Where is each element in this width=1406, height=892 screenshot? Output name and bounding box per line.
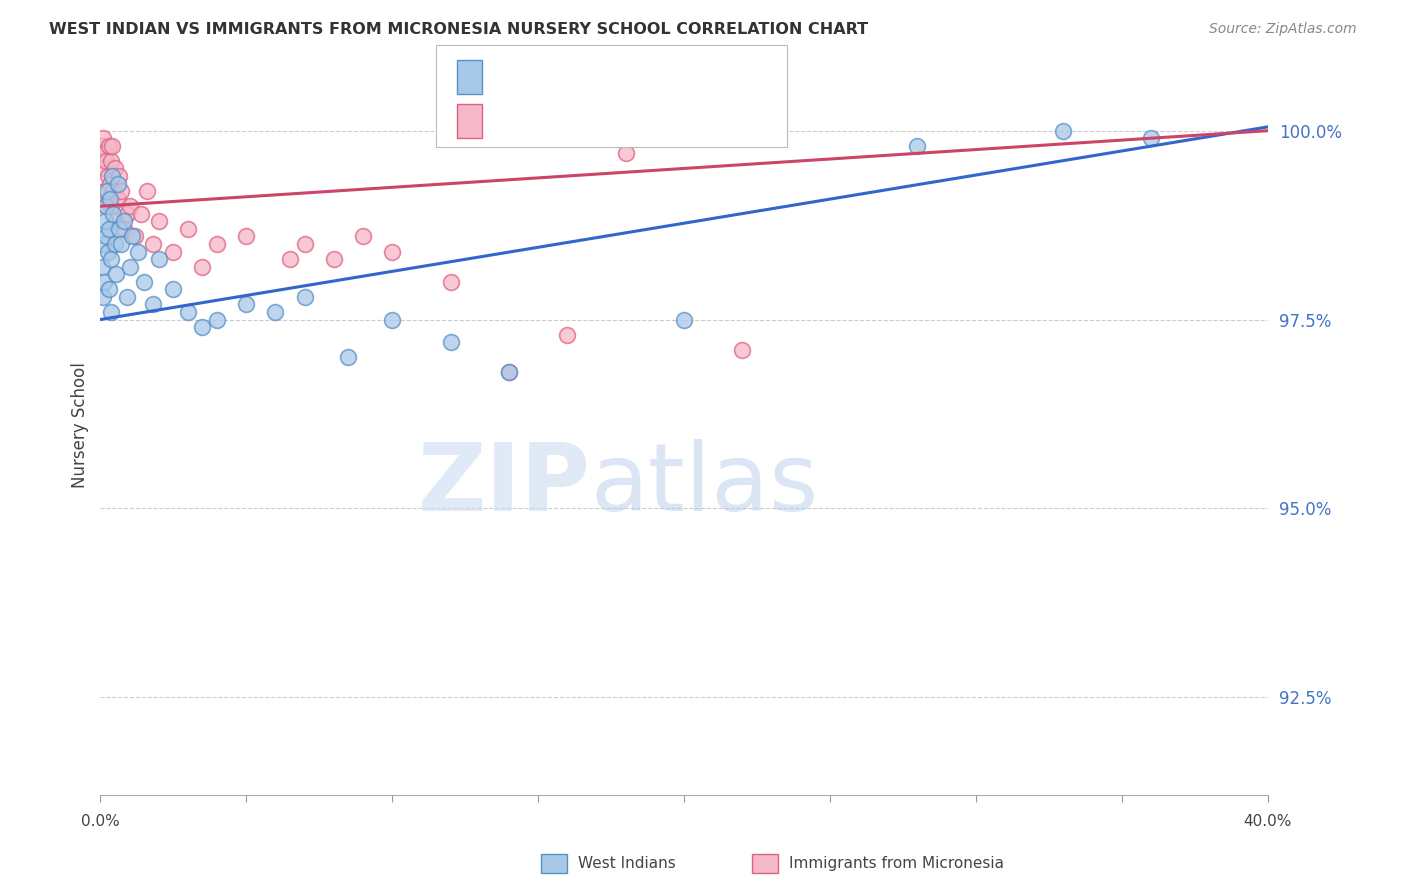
Point	[108, 222, 131, 236]
Text: Source: ZipAtlas.com: Source: ZipAtlas.com	[1209, 22, 1357, 37]
Point	[112, 214, 135, 228]
Point	[108, 169, 131, 183]
Point	[205, 237, 228, 252]
Point	[264, 305, 287, 319]
Point	[98, 222, 121, 236]
Point	[91, 131, 114, 145]
Point	[98, 192, 121, 206]
Point	[97, 244, 120, 259]
Point	[101, 169, 124, 183]
Point	[162, 244, 184, 259]
Point	[121, 229, 143, 244]
Point	[118, 260, 141, 274]
Point	[97, 282, 120, 296]
Point	[91, 237, 114, 252]
Point	[322, 252, 344, 266]
Point	[177, 222, 200, 236]
Point	[97, 138, 120, 153]
Point	[105, 214, 128, 228]
Point	[439, 335, 461, 350]
Point	[94, 199, 117, 213]
Point	[97, 169, 120, 183]
Point	[294, 237, 316, 252]
Point	[148, 252, 170, 266]
Point	[278, 252, 301, 266]
Point	[162, 282, 184, 296]
Point	[294, 290, 316, 304]
Point	[110, 237, 132, 252]
Point	[112, 222, 135, 236]
Point	[90, 260, 112, 274]
Point	[177, 305, 200, 319]
Point	[98, 192, 121, 206]
Point	[107, 177, 129, 191]
Point	[731, 343, 754, 357]
Text: R = 0.312   N = 44: R = 0.312 N = 44	[496, 62, 681, 80]
Point	[96, 153, 118, 168]
Text: Immigrants from Micronesia: Immigrants from Micronesia	[789, 856, 1004, 871]
Point	[100, 252, 122, 266]
Point	[93, 146, 115, 161]
Point	[96, 184, 118, 198]
Point	[555, 327, 578, 342]
Point	[118, 199, 141, 213]
Point	[235, 229, 257, 244]
Point	[134, 275, 156, 289]
Point	[1052, 124, 1074, 138]
Point	[498, 365, 520, 379]
Text: WEST INDIAN VS IMMIGRANTS FROM MICRONESIA NURSERY SCHOOL CORRELATION CHART: WEST INDIAN VS IMMIGRANTS FROM MICRONESI…	[49, 22, 869, 37]
Point	[439, 275, 461, 289]
Point	[136, 184, 159, 198]
Point	[103, 184, 125, 198]
Point	[115, 290, 138, 304]
Point	[352, 229, 374, 244]
Text: 0.0%: 0.0%	[82, 814, 120, 830]
Point	[129, 207, 152, 221]
Point	[205, 312, 228, 326]
Text: West Indians: West Indians	[578, 856, 676, 871]
Point	[498, 365, 520, 379]
Point	[93, 184, 115, 198]
Point	[110, 184, 132, 198]
Point	[104, 237, 127, 252]
Point	[103, 207, 125, 221]
Text: ZIP: ZIP	[418, 439, 591, 531]
Point	[100, 199, 122, 213]
Point	[105, 267, 128, 281]
Point	[96, 229, 118, 244]
Point	[100, 153, 122, 168]
Text: 40.0%: 40.0%	[1243, 814, 1292, 830]
Point	[191, 260, 214, 274]
Point	[614, 146, 637, 161]
Point	[337, 351, 360, 365]
Point	[93, 275, 115, 289]
Point	[381, 244, 404, 259]
Point	[93, 214, 115, 228]
Y-axis label: Nursery School: Nursery School	[72, 362, 89, 488]
Point	[381, 312, 404, 326]
Point	[101, 138, 124, 153]
Text: atlas: atlas	[591, 439, 818, 531]
Point	[124, 229, 146, 244]
Point	[100, 305, 122, 319]
Point	[907, 138, 929, 153]
Point	[127, 244, 149, 259]
Point	[142, 297, 165, 311]
Point	[90, 138, 112, 153]
Point	[148, 214, 170, 228]
Point	[98, 177, 121, 191]
Point	[91, 161, 114, 176]
Point	[142, 237, 165, 252]
Point	[107, 192, 129, 206]
Point	[191, 320, 214, 334]
Point	[94, 199, 117, 213]
Point	[91, 290, 114, 304]
Point	[235, 297, 257, 311]
Point	[672, 312, 695, 326]
Point	[104, 161, 127, 176]
Point	[1140, 131, 1163, 145]
Point	[115, 207, 138, 221]
Text: R = 0.375   N = 43: R = 0.375 N = 43	[496, 107, 681, 125]
